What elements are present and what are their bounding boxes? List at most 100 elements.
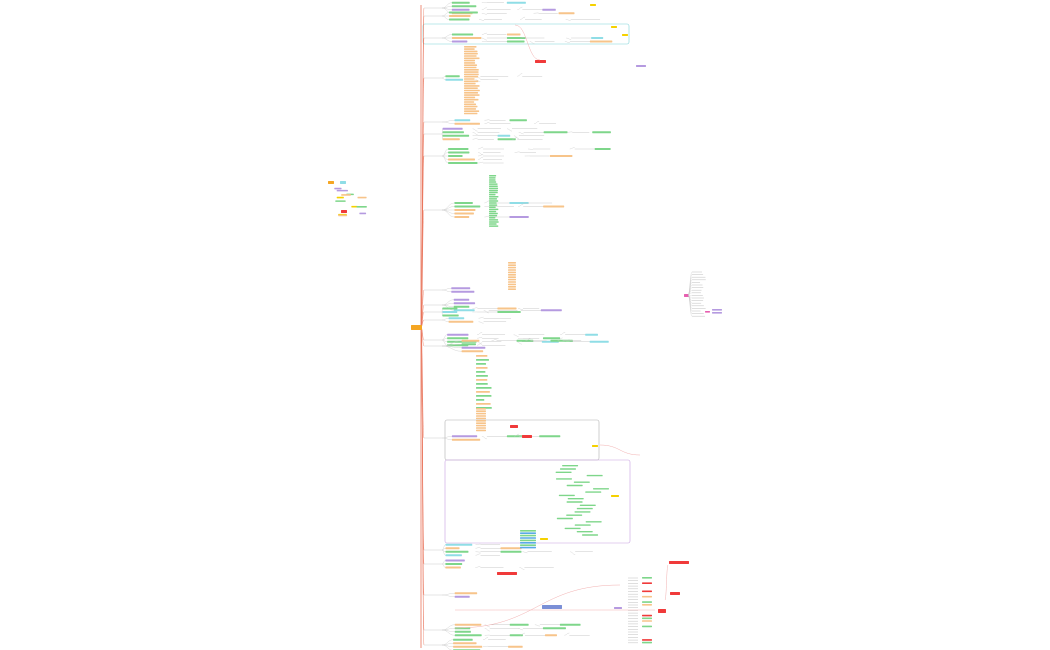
topic-node[interactable] — [476, 408, 486, 410]
highlight-node[interactable] — [542, 605, 562, 609]
topic-node[interactable] — [442, 131, 464, 134]
topic-node[interactable] — [464, 96, 476, 99]
topic-node[interactable] — [543, 205, 565, 208]
topic-node[interactable] — [585, 333, 598, 336]
highlight-node[interactable] — [622, 34, 628, 36]
highlight-node[interactable] — [636, 65, 646, 67]
topic-node[interactable] — [508, 269, 516, 271]
topic-node[interactable] — [508, 276, 516, 278]
topic-node[interactable] — [476, 427, 486, 429]
topic-node[interactable] — [464, 80, 479, 83]
topic-node[interactable] — [451, 290, 475, 293]
topic-node[interactable] — [489, 175, 497, 177]
topic-node[interactable] — [543, 131, 568, 134]
topic-node[interactable] — [556, 517, 573, 520]
topic-node[interactable] — [442, 138, 460, 141]
topic-node[interactable] — [451, 8, 470, 11]
topic-node[interactable] — [500, 550, 522, 553]
topic-node[interactable] — [464, 55, 477, 57]
topic-node[interactable] — [476, 424, 486, 427]
topic-node[interactable] — [489, 189, 498, 192]
topic-node[interactable] — [542, 8, 556, 11]
topic-node[interactable] — [451, 1, 470, 4]
topic-node[interactable] — [549, 155, 573, 157]
topic-node[interactable] — [576, 507, 593, 510]
topic-node[interactable] — [476, 363, 487, 365]
topic-node[interactable] — [489, 179, 496, 181]
topic-node[interactable] — [516, 339, 534, 342]
topic-node[interactable] — [442, 314, 459, 317]
topic-node[interactable] — [489, 202, 497, 204]
topic-node[interactable] — [476, 371, 486, 373]
topic-node[interactable] — [453, 309, 475, 312]
topic-node[interactable] — [445, 559, 465, 562]
floating-topic[interactable] — [642, 601, 652, 603]
floating-topic[interactable] — [642, 614, 652, 617]
topic-node[interactable] — [445, 547, 460, 550]
topic-node[interactable] — [509, 119, 527, 122]
topic-node[interactable] — [509, 634, 523, 637]
topic-node[interactable] — [564, 527, 581, 530]
topic-node[interactable] — [520, 544, 536, 546]
topic-node[interactable] — [558, 494, 575, 497]
topic-node[interactable] — [464, 66, 477, 69]
topic-node[interactable] — [464, 57, 480, 60]
floating-topic[interactable] — [642, 590, 652, 593]
root-topic[interactable] — [411, 325, 422, 330]
highlight-node[interactable] — [611, 26, 617, 28]
topic-node[interactable] — [448, 155, 463, 157]
topic-node[interactable] — [506, 40, 525, 43]
floating-topic[interactable] — [357, 196, 367, 199]
floating-topic[interactable] — [328, 181, 334, 184]
topic-node[interactable] — [454, 212, 474, 215]
topic-node[interactable] — [464, 78, 475, 80]
floating-topic[interactable] — [359, 212, 367, 215]
topic-node[interactable] — [509, 623, 529, 626]
floating-topic[interactable] — [642, 604, 652, 606]
topic-node[interactable] — [447, 337, 469, 340]
topic-node[interactable] — [489, 217, 496, 219]
floating-topic[interactable] — [670, 592, 680, 595]
topic-node[interactable] — [508, 288, 516, 290]
topic-node[interactable] — [520, 546, 536, 549]
topic-node[interactable] — [448, 158, 475, 161]
topic-node[interactable] — [591, 37, 604, 39]
topic-node[interactable] — [506, 33, 521, 36]
topic-node[interactable] — [476, 422, 486, 424]
topic-node[interactable] — [589, 340, 609, 343]
floating-topic[interactable] — [684, 294, 689, 297]
topic-node[interactable] — [520, 534, 536, 537]
topic-node[interactable] — [442, 311, 458, 313]
topic-node[interactable] — [508, 286, 516, 288]
floating-topic[interactable] — [642, 620, 652, 622]
topic-node[interactable] — [489, 198, 498, 200]
topic-node[interactable] — [464, 108, 477, 110]
topic-node[interactable] — [464, 105, 478, 108]
topic-node[interactable] — [449, 11, 478, 14]
topic-node[interactable] — [585, 521, 602, 523]
floating-topic[interactable] — [335, 200, 346, 202]
topic-node[interactable] — [506, 37, 526, 39]
topic-node[interactable] — [451, 435, 478, 438]
topic-node[interactable] — [576, 531, 593, 533]
topic-node[interactable] — [489, 219, 499, 221]
topic-node[interactable] — [544, 634, 557, 637]
topic-node[interactable] — [509, 216, 529, 218]
topic-node[interactable] — [464, 50, 478, 53]
topic-node[interactable] — [566, 514, 583, 516]
topic-node[interactable] — [476, 375, 488, 377]
topic-node[interactable] — [555, 471, 572, 473]
topic-node[interactable] — [489, 187, 499, 190]
topic-node[interactable] — [464, 89, 480, 92]
floating-topic[interactable] — [642, 595, 652, 598]
topic-node[interactable] — [464, 52, 478, 55]
topic-node[interactable] — [464, 62, 476, 64]
topic-node[interactable] — [464, 87, 478, 89]
topic-node[interactable] — [476, 410, 486, 412]
highlight-node[interactable] — [535, 60, 546, 63]
topic-node[interactable] — [461, 343, 476, 346]
topic-node[interactable] — [454, 592, 478, 595]
topic-node[interactable] — [497, 138, 516, 141]
topic-node[interactable] — [445, 563, 463, 565]
